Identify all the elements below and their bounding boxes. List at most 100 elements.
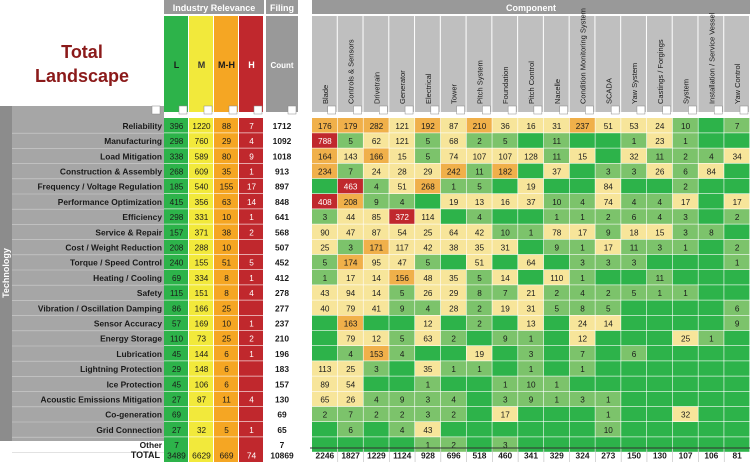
heatmap-cell	[621, 254, 647, 270]
component-total-value: 2246	[316, 451, 335, 461]
filter-dropdown-icon[interactable]	[203, 105, 213, 115]
heatmap-cell-value: 4	[400, 350, 405, 359]
heatmap-cell	[337, 224, 363, 239]
heatmap-cell-value: 54	[398, 228, 408, 237]
heatmap-cell	[724, 346, 750, 361]
row-label: Load Mitigation	[100, 151, 162, 161]
filter-dropdown-icon[interactable]	[379, 105, 388, 115]
heatmap-cell	[389, 315, 415, 331]
heatmap-cell	[621, 406, 647, 422]
filter-dropdown-icon[interactable]	[404, 105, 414, 115]
filter-dropdown-icon[interactable]	[456, 105, 465, 115]
filter-dropdown-icon[interactable]	[559, 105, 568, 115]
filter-dropdown-icon[interactable]	[662, 105, 671, 115]
heatmap-cell	[698, 376, 724, 391]
filter-dropdown-icon[interactable]	[507, 105, 517, 115]
filter-dropdown-icon[interactable]	[533, 105, 543, 115]
heatmap-cell	[672, 330, 698, 346]
heatmap-cell	[646, 422, 673, 437]
heatmap-cell	[466, 148, 492, 163]
heatmap-cell	[415, 270, 441, 285]
industry-cell	[214, 300, 238, 315]
filter-dropdown-icon[interactable]	[253, 105, 263, 115]
heatmap-cell	[698, 118, 724, 133]
heatmap-cell	[518, 361, 544, 376]
heatmap-cell-value: 24	[578, 320, 588, 329]
heatmap-cell-value: 47	[398, 259, 408, 268]
heatmap-cell	[363, 239, 389, 255]
heatmap-cell	[389, 239, 415, 255]
filter-dropdown-icon[interactable]	[430, 105, 440, 115]
heatmap-cell	[389, 391, 415, 407]
heatmap-cell	[698, 239, 724, 255]
industry-cell-value: 208	[170, 244, 184, 253]
filter-dropdown-icon[interactable]	[287, 105, 297, 115]
filter-dropdown-icon[interactable]	[178, 105, 188, 115]
heatmap-cell-value: 153	[370, 350, 384, 359]
heatmap-cell	[492, 118, 518, 133]
industry-cell-value: 6	[224, 380, 229, 389]
filter-dropdown-icon[interactable]	[585, 105, 594, 115]
heatmap-cell	[466, 315, 492, 331]
heatmap-cell-value: 7	[348, 168, 353, 177]
heatmap-cell	[724, 178, 750, 194]
industry-cell	[189, 406, 213, 422]
filter-dropdown-icon[interactable]	[151, 105, 161, 115]
heatmap-cell	[672, 163, 698, 179]
heatmap-cell-value: 5	[400, 335, 405, 344]
heatmap-cell-value: 17	[346, 274, 356, 283]
industry-cell-value: 4	[249, 137, 254, 146]
heatmap-cell	[595, 239, 621, 255]
filter-dropdown-icon[interactable]	[327, 105, 337, 115]
row-label: Frequency / Voltage Regulation	[37, 182, 162, 192]
row-label: Manufacturing	[104, 136, 162, 146]
heatmap-cell-value: 2	[683, 183, 688, 192]
industry-cell	[239, 361, 263, 376]
filter-dropdown-icon[interactable]	[228, 105, 238, 115]
filter-dropdown-icon[interactable]	[610, 105, 620, 115]
industry-cell	[239, 437, 263, 452]
heatmap-cell	[415, 224, 441, 239]
component-total-value: 273	[601, 451, 615, 461]
heatmap-cell-value: 10	[604, 426, 614, 435]
heatmap-cell-value: 13	[526, 320, 536, 329]
heatmap-cell	[698, 194, 724, 209]
heatmap-cell	[312, 300, 338, 315]
industry-cell	[214, 437, 238, 452]
heatmap-cell	[440, 270, 466, 285]
heatmap-cell-value: 1	[683, 137, 688, 146]
heatmap-cell	[492, 346, 518, 361]
heatmap-cell-value: 25	[423, 228, 433, 237]
industry-cell	[239, 224, 263, 239]
row-label: Grid Connection	[96, 425, 162, 435]
heatmap-cell-value: 3	[632, 259, 637, 268]
heatmap-cell-value: 6	[632, 350, 637, 359]
industry-cell	[164, 437, 188, 452]
filter-dropdown-icon[interactable]	[688, 105, 697, 115]
heatmap-cell	[415, 300, 441, 315]
heatmap-cell	[672, 406, 698, 422]
heatmap-cell	[595, 148, 621, 163]
heatmap-cell-value: 43	[320, 289, 330, 298]
heatmap-cell	[724, 300, 750, 315]
filter-dropdown-icon[interactable]	[636, 105, 646, 115]
filter-dropdown-icon[interactable]	[713, 105, 723, 115]
filter-dropdown-icon[interactable]	[482, 105, 491, 115]
heatmap-cell	[337, 178, 363, 194]
filing-count-cell	[266, 285, 298, 300]
industry-cell	[189, 254, 213, 270]
row-label: Efficiency	[122, 212, 162, 222]
heatmap-cell-value: 9	[400, 304, 405, 313]
filter-dropdown-icon[interactable]	[739, 105, 749, 115]
heatmap-cell	[466, 330, 492, 346]
filter-dropdown-icon[interactable]	[353, 105, 362, 115]
heatmap-cell-value: 89	[320, 380, 330, 389]
heatmap-cell-value: 12	[372, 335, 382, 344]
component-column-header: Yaw System	[630, 63, 639, 104]
heatmap-cell	[492, 285, 518, 300]
industry-cell-value: 29	[172, 365, 182, 374]
industry-cell	[214, 406, 238, 422]
industry-cell	[239, 209, 263, 224]
heatmap-cell	[698, 422, 724, 437]
component-header: Component	[506, 3, 556, 13]
